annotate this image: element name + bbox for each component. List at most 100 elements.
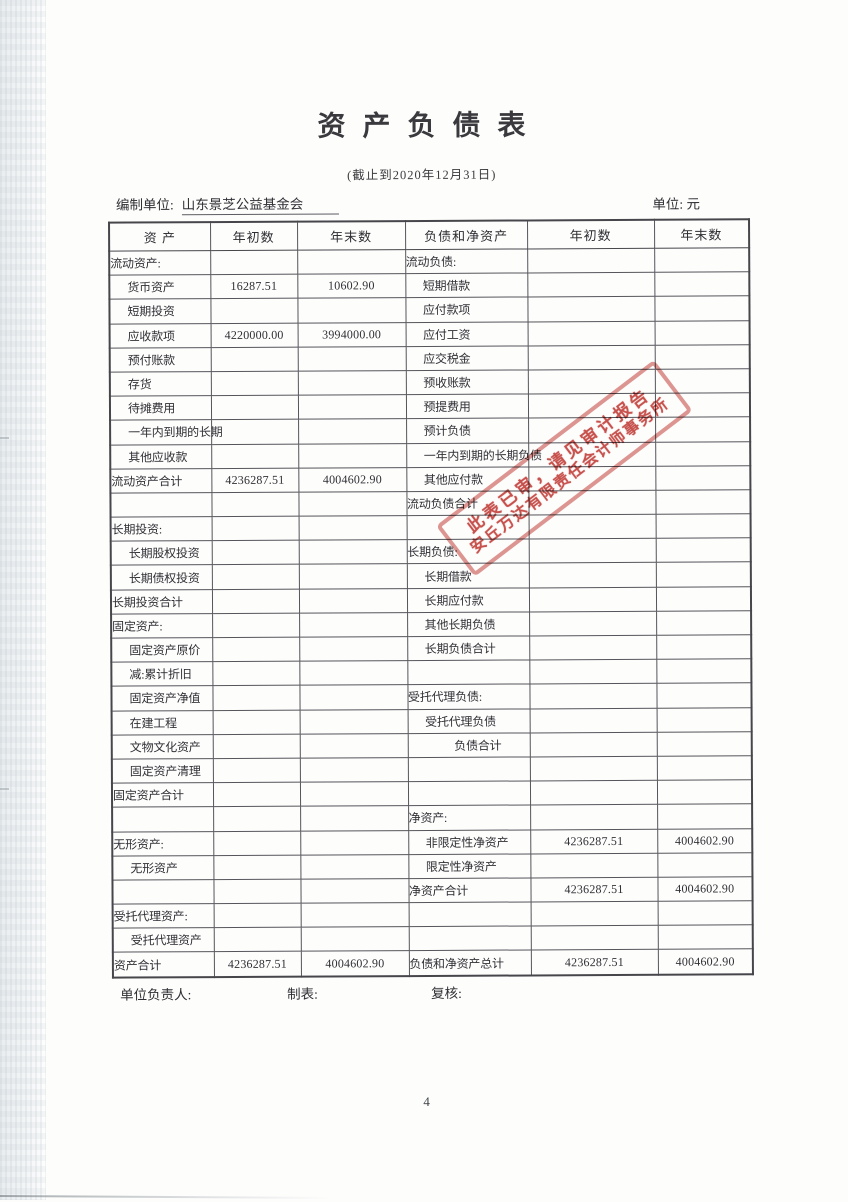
asset-begin-cell — [211, 492, 299, 517]
liability-label-cell — [406, 515, 529, 540]
liability-end-cell — [655, 586, 752, 612]
prepared-by-value: 山东景芝公益基金会 — [181, 192, 340, 216]
responsible-person-label: 单位负责人: — [120, 987, 192, 1003]
asset-label-cell: 长期股权投资 — [110, 540, 212, 566]
asset-end-cell — [299, 709, 408, 734]
liability-label-cell: 净资产合计 — [408, 877, 531, 903]
liability-end-cell — [655, 562, 751, 587]
asset-label-cell: 长期债权投资 — [110, 565, 212, 590]
liability-begin-cell — [528, 586, 657, 612]
table-row: 固定资产: 其他长期负债 — [111, 610, 752, 639]
asset-end-cell — [298, 418, 407, 444]
asset-end-cell — [300, 830, 409, 855]
asset-end-cell — [299, 636, 408, 662]
asset-end-cell — [298, 443, 407, 468]
liability-end-cell — [655, 441, 751, 466]
signature-row: 单位负责人: 制表: 复核: — [120, 980, 750, 1003]
table-row: 流动资产合计 4236287.51 4004602.90 其他应付款 — [110, 465, 751, 494]
header-end-of-year-assets: 年末数 — [297, 221, 406, 251]
liability-begin-cell — [527, 393, 656, 419]
liability-begin-cell — [528, 441, 656, 467]
scan-edge-band — [0, 0, 46, 1200]
balance-sheet-table: 资 产 年初数 年末数 负债和净资产 年初数 年末数 流动资产: 流动负债: 货币资… — [108, 218, 754, 979]
asset-label-cell: 长期投资合计 — [110, 589, 213, 614]
asset-begin-cell: 4236287.51 — [211, 467, 299, 493]
liability-end-cell — [656, 779, 753, 805]
liability-begin-cell — [528, 465, 656, 491]
table-row: 受托代理资产 — [112, 925, 753, 953]
table-row: 净资产: — [112, 804, 753, 832]
asset-begin-cell: 16287.51 — [210, 274, 298, 299]
liability-begin-cell — [527, 272, 655, 298]
liability-end-cell — [654, 271, 750, 297]
table-row: 长期投资: — [110, 513, 751, 542]
liability-end-cell — [654, 320, 750, 346]
liability-label-cell: 负债和净资产总计 — [408, 950, 531, 976]
table-row: 短期投资 应付款项 — [109, 296, 750, 324]
asset-label-cell: 预付账款 — [109, 347, 211, 373]
liability-label-cell: 负债合计 — [407, 732, 530, 758]
asset-begin-cell — [210, 298, 298, 324]
liability-label-cell: 其他应付款 — [406, 466, 529, 492]
asset-begin-cell — [213, 927, 301, 953]
asset-label-cell: 固定资产合计 — [111, 782, 214, 808]
asset-label-cell: 文物文化资产 — [111, 734, 213, 760]
table-row: 固定资产清理 — [111, 755, 752, 784]
liability-begin-cell — [530, 901, 658, 927]
asset-label-cell: 长期投资: — [110, 516, 212, 542]
asset-end-cell — [297, 370, 406, 396]
liability-end-cell — [657, 804, 753, 829]
liability-label-cell: 短期借款 — [405, 273, 528, 298]
table-row: 固定资产合计 — [111, 779, 753, 808]
table-row: 净资产合计 4236287.51 4004602.90 — [112, 876, 753, 905]
table-row: 应收款项 4220000.00 3994000.00 应付工资 — [109, 320, 750, 348]
table-row: 流动资产: 流动负债: — [109, 247, 750, 276]
liability-label-cell: 预提费用 — [405, 394, 529, 419]
liability-end-cell — [654, 296, 750, 321]
asset-end-cell: 10602.90 — [297, 273, 406, 299]
asset-begin-cell — [212, 782, 301, 807]
asset-end-cell — [300, 805, 409, 831]
liability-label-cell: 长期借款 — [406, 563, 529, 589]
liability-begin-cell — [529, 611, 657, 636]
asset-begin-cell — [211, 564, 299, 590]
liability-label-cell: 长期负债: — [406, 539, 529, 565]
asset-begin-cell — [211, 443, 299, 469]
liability-end-cell — [657, 900, 753, 926]
asset-begin-cell — [210, 371, 298, 396]
liability-label-cell: 净资产: — [408, 805, 531, 831]
asset-begin-cell — [210, 250, 298, 275]
asset-begin-cell — [211, 419, 299, 445]
liability-label-cell: 长期应付款 — [406, 587, 530, 613]
reviewer-label: 复核: — [431, 985, 462, 1001]
liability-begin-cell: 4236287.51 — [530, 877, 658, 903]
asset-label-cell: 流动资产合计 — [110, 468, 212, 494]
asset-end-cell — [298, 491, 407, 517]
liability-label-cell: 长期负债合计 — [407, 635, 530, 661]
table-row: 文物文化资产 负债合计 — [111, 731, 752, 760]
page-title: 资产负债表 — [317, 110, 543, 143]
asset-begin-cell — [212, 685, 300, 711]
liability-end-cell — [655, 538, 751, 563]
table-row: 无形资产 限定性净资产 — [112, 852, 753, 881]
asset-label-cell: 流动资产: — [109, 250, 211, 276]
asset-end-cell — [298, 588, 408, 613]
asset-begin-cell — [212, 709, 300, 735]
asset-begin-cell — [213, 879, 301, 904]
asset-begin-cell — [211, 540, 299, 566]
liability-end-cell — [656, 610, 752, 636]
asset-end-cell — [297, 297, 406, 323]
asset-begin-cell: 4220000.00 — [210, 322, 298, 348]
page-number: 4 — [423, 1093, 430, 1110]
asset-end-cell: 4004602.90 — [300, 951, 409, 977]
liability-begin-cell — [529, 780, 658, 806]
asset-end-cell: 3994000.00 — [297, 322, 406, 347]
liability-begin-cell — [529, 732, 657, 757]
asset-end-cell — [297, 394, 407, 420]
liability-label-cell — [407, 781, 531, 806]
asset-end-cell — [300, 878, 409, 904]
liability-end-cell — [655, 417, 751, 442]
asset-label-cell: 短期投资 — [109, 298, 211, 324]
report-date: (截止到2020年12月31日) — [347, 167, 497, 183]
table-row: 无形资产: 非限定性净资产 4236287.51 4004602.90 — [112, 828, 753, 856]
